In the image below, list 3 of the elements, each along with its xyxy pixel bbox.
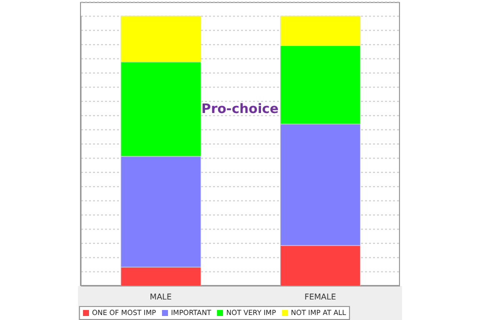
- x-tick-label: FEMALE: [304, 292, 336, 302]
- x-tick-label: MALE: [150, 292, 172, 302]
- annotation: Pro-choice: [200, 102, 280, 117]
